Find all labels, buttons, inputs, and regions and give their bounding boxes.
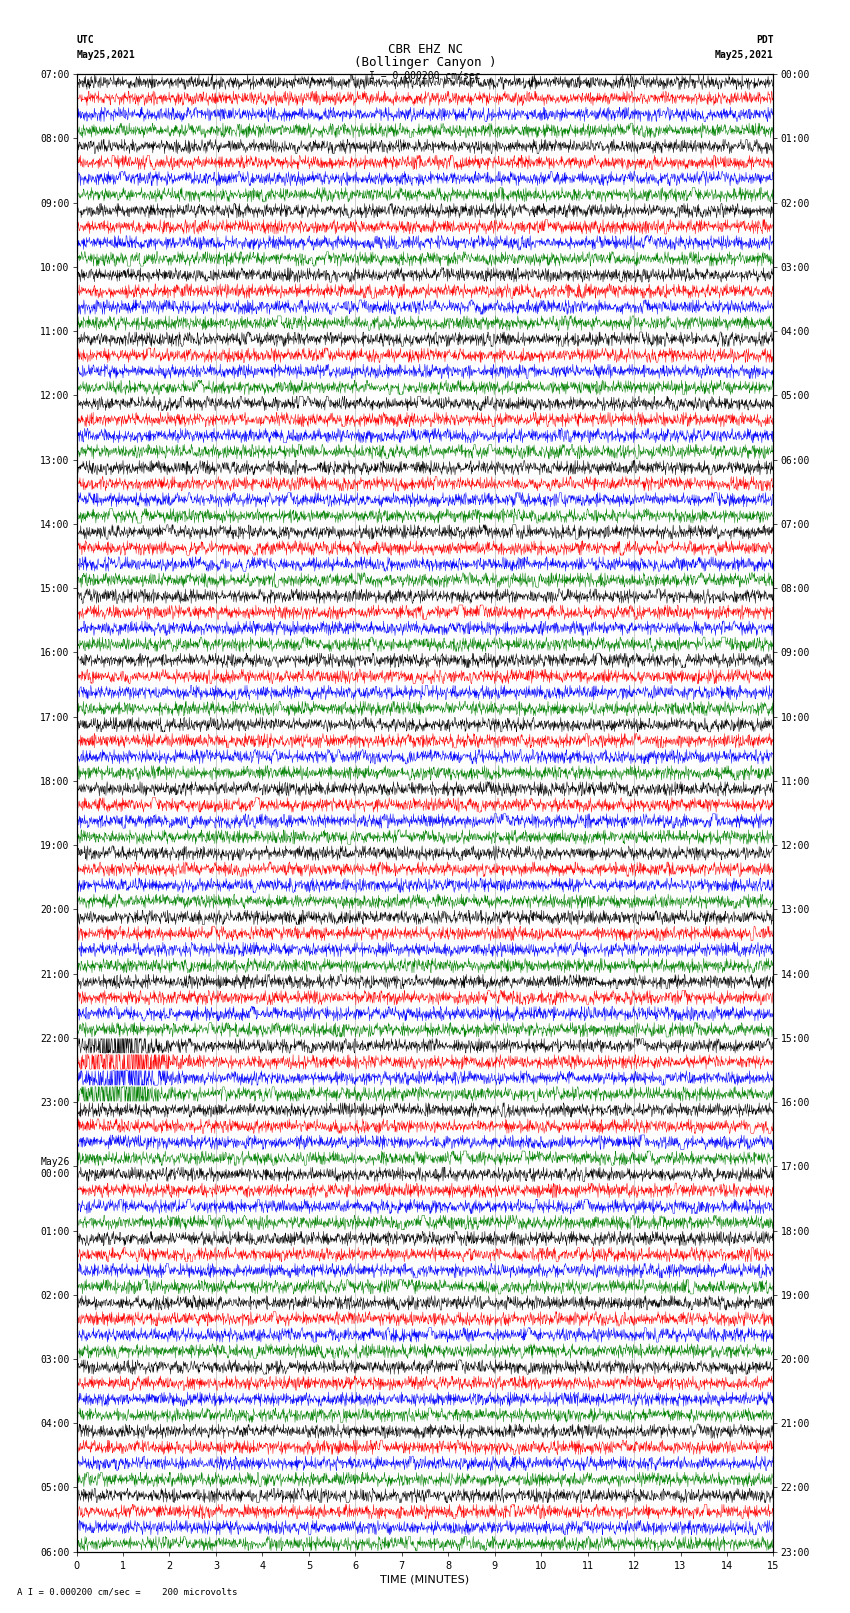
Text: I = 0.000200 cm/sec: I = 0.000200 cm/sec (369, 71, 481, 81)
Text: CBR EHZ NC: CBR EHZ NC (388, 44, 462, 56)
Text: UTC: UTC (76, 35, 94, 45)
X-axis label: TIME (MINUTES): TIME (MINUTES) (381, 1574, 469, 1586)
Text: May25,2021: May25,2021 (76, 50, 135, 60)
Text: A I = 0.000200 cm/sec =    200 microvolts: A I = 0.000200 cm/sec = 200 microvolts (17, 1587, 237, 1597)
Text: (Bollinger Canyon ): (Bollinger Canyon ) (354, 56, 496, 69)
Text: PDT: PDT (756, 35, 774, 45)
Text: May25,2021: May25,2021 (715, 50, 774, 60)
